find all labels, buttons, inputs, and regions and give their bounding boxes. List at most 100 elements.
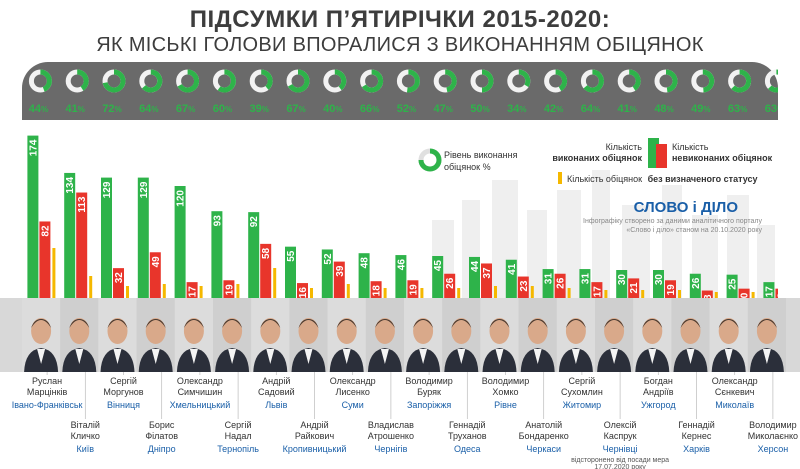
percent-ring-6 [249,69,273,93]
ring-arc-14 [555,69,568,92]
photo-shirt-7 [304,349,313,364]
mayor-city-9: Чернігів [374,444,407,454]
percent-ring-7 [286,69,310,93]
percent-sign-12: % [483,105,490,114]
mayor-city-15: Чернівці [603,444,638,454]
bar-undone-13 [517,276,529,298]
photo-face-17 [680,318,701,344]
percent-ring-16 [617,69,641,93]
ring-arc-1 [76,69,89,91]
bar-done-13 [505,259,517,298]
mayor-city-17: Харків [683,444,710,454]
bar-undone-2 [113,268,124,298]
percent-ring-3 [139,69,163,93]
mayor-last-10: Буряк [417,387,441,397]
bar-nostatus-10 [420,288,424,298]
bar-nostatus-18 [714,292,718,298]
bar-undone-label-3: 49 [151,256,162,268]
mayor-city-0: Івано-Франківськ [12,400,83,410]
bar-done-7 [285,246,296,298]
bar-done-15 [579,269,591,298]
percent-label-8: 40% [323,103,342,115]
percent-value-13: 34 [507,103,520,115]
bar-undone-11 [444,273,456,298]
legend-ring-label-2: обіцянок % [444,162,491,172]
mayor-city-2: Вінниця [107,400,140,410]
bar-undone-label-20: 10 [776,292,778,298]
photo-hair-1 [69,319,90,328]
photo-hair-17 [680,319,701,328]
main-subtitle: ЯК МІСЬКІ ГОЛОВИ ВПОРАЛИСЯ З ВИКОНАННЯМ … [96,34,704,56]
bar-nostatus-15 [604,290,608,298]
photo-hair-9 [374,319,395,328]
ring-arc-7 [287,69,310,93]
bar-nostatus-4 [199,286,203,298]
bar-nostatus-3 [162,284,166,298]
mayor-last-15: Каспрук [604,431,637,441]
photo-hair-8 [336,319,357,328]
ring-arc-15 [583,69,604,93]
photo-shirt-13 [533,349,542,364]
ring-arc-16 [628,69,641,91]
photo-face-12 [489,318,510,344]
percent-sign-2: % [115,105,122,114]
photo-shirt-15 [610,349,619,364]
percent-value-7: 67 [286,103,298,115]
mayor-last-9: Атрошенко [368,431,414,441]
bar-undone-label-17: 19 [666,284,677,296]
bar-undone-label-12: 37 [482,267,493,279]
photo-face-3 [145,318,166,344]
bar-undone-20 [775,288,778,298]
bar-nostatus-6 [273,268,277,298]
mayor-photo-6 [251,298,290,372]
photo-shirt-5 [228,349,237,364]
bar-done-3 [137,177,149,298]
percent-sign-13: % [519,105,526,114]
bar-done-16 [616,270,628,298]
ring-arc-3 [141,69,163,93]
mayor-photo-0 [22,298,61,372]
mayor-last-14: Сухомлин [561,387,603,397]
percent-sign-7: % [299,105,306,114]
bar-done-1 [64,172,76,298]
percent-ring-17 [654,69,678,93]
percent-rings: 44% 41% 72% 64% 67% 60% 39% 67% 40% 66% 52% 47% 50% 3… [29,69,778,115]
photo-hair-5 [222,319,243,328]
percent-sign-16: % [630,105,637,114]
photo-face-4 [183,318,204,344]
percent-value-14: 42 [544,103,556,115]
mayor-photo-15 [595,298,634,372]
percent-ring-2 [102,69,126,93]
percent-sign-15: % [593,105,600,114]
mayor-photo-16 [633,298,672,372]
mayor-last-7: Райкович [295,431,335,441]
legend-done-swatch [648,138,659,168]
bar-undone-17 [665,280,676,298]
mayor-last-18: Сєнкевич [715,387,755,397]
bar-done-label-7: 55 [286,250,297,262]
mayor-photo-14 [556,298,595,372]
legend-undone-label-1: Кількість [672,142,709,152]
main-title: ПІДСУМКИ П’ЯТИРІЧКИ 2015-2020: [189,6,611,33]
percent-value-2: 72 [102,103,114,115]
photo-shirt-17 [686,349,695,364]
mayor-city-4: Хмельницький [170,400,231,410]
bar-undone-label-4: 17 [188,286,199,298]
photo-face-10 [413,318,434,344]
mayor-first-11: Геннадій [449,420,486,430]
bar-done-17 [653,270,664,298]
percent-sign-8: % [335,105,342,114]
mayor-last-11: Труханов [448,431,487,441]
bar-nostatus-16 [641,290,645,298]
bar-undone-5 [223,280,235,298]
bar-done-9 [358,253,370,298]
bar-done-label-6: 92 [249,216,260,228]
bar-undone-label-0: 82 [40,225,51,237]
bar-done-6 [248,212,260,298]
photo-face-2 [107,318,128,344]
bar-done-12 [469,256,480,298]
bar-nostatus-0 [52,248,56,298]
